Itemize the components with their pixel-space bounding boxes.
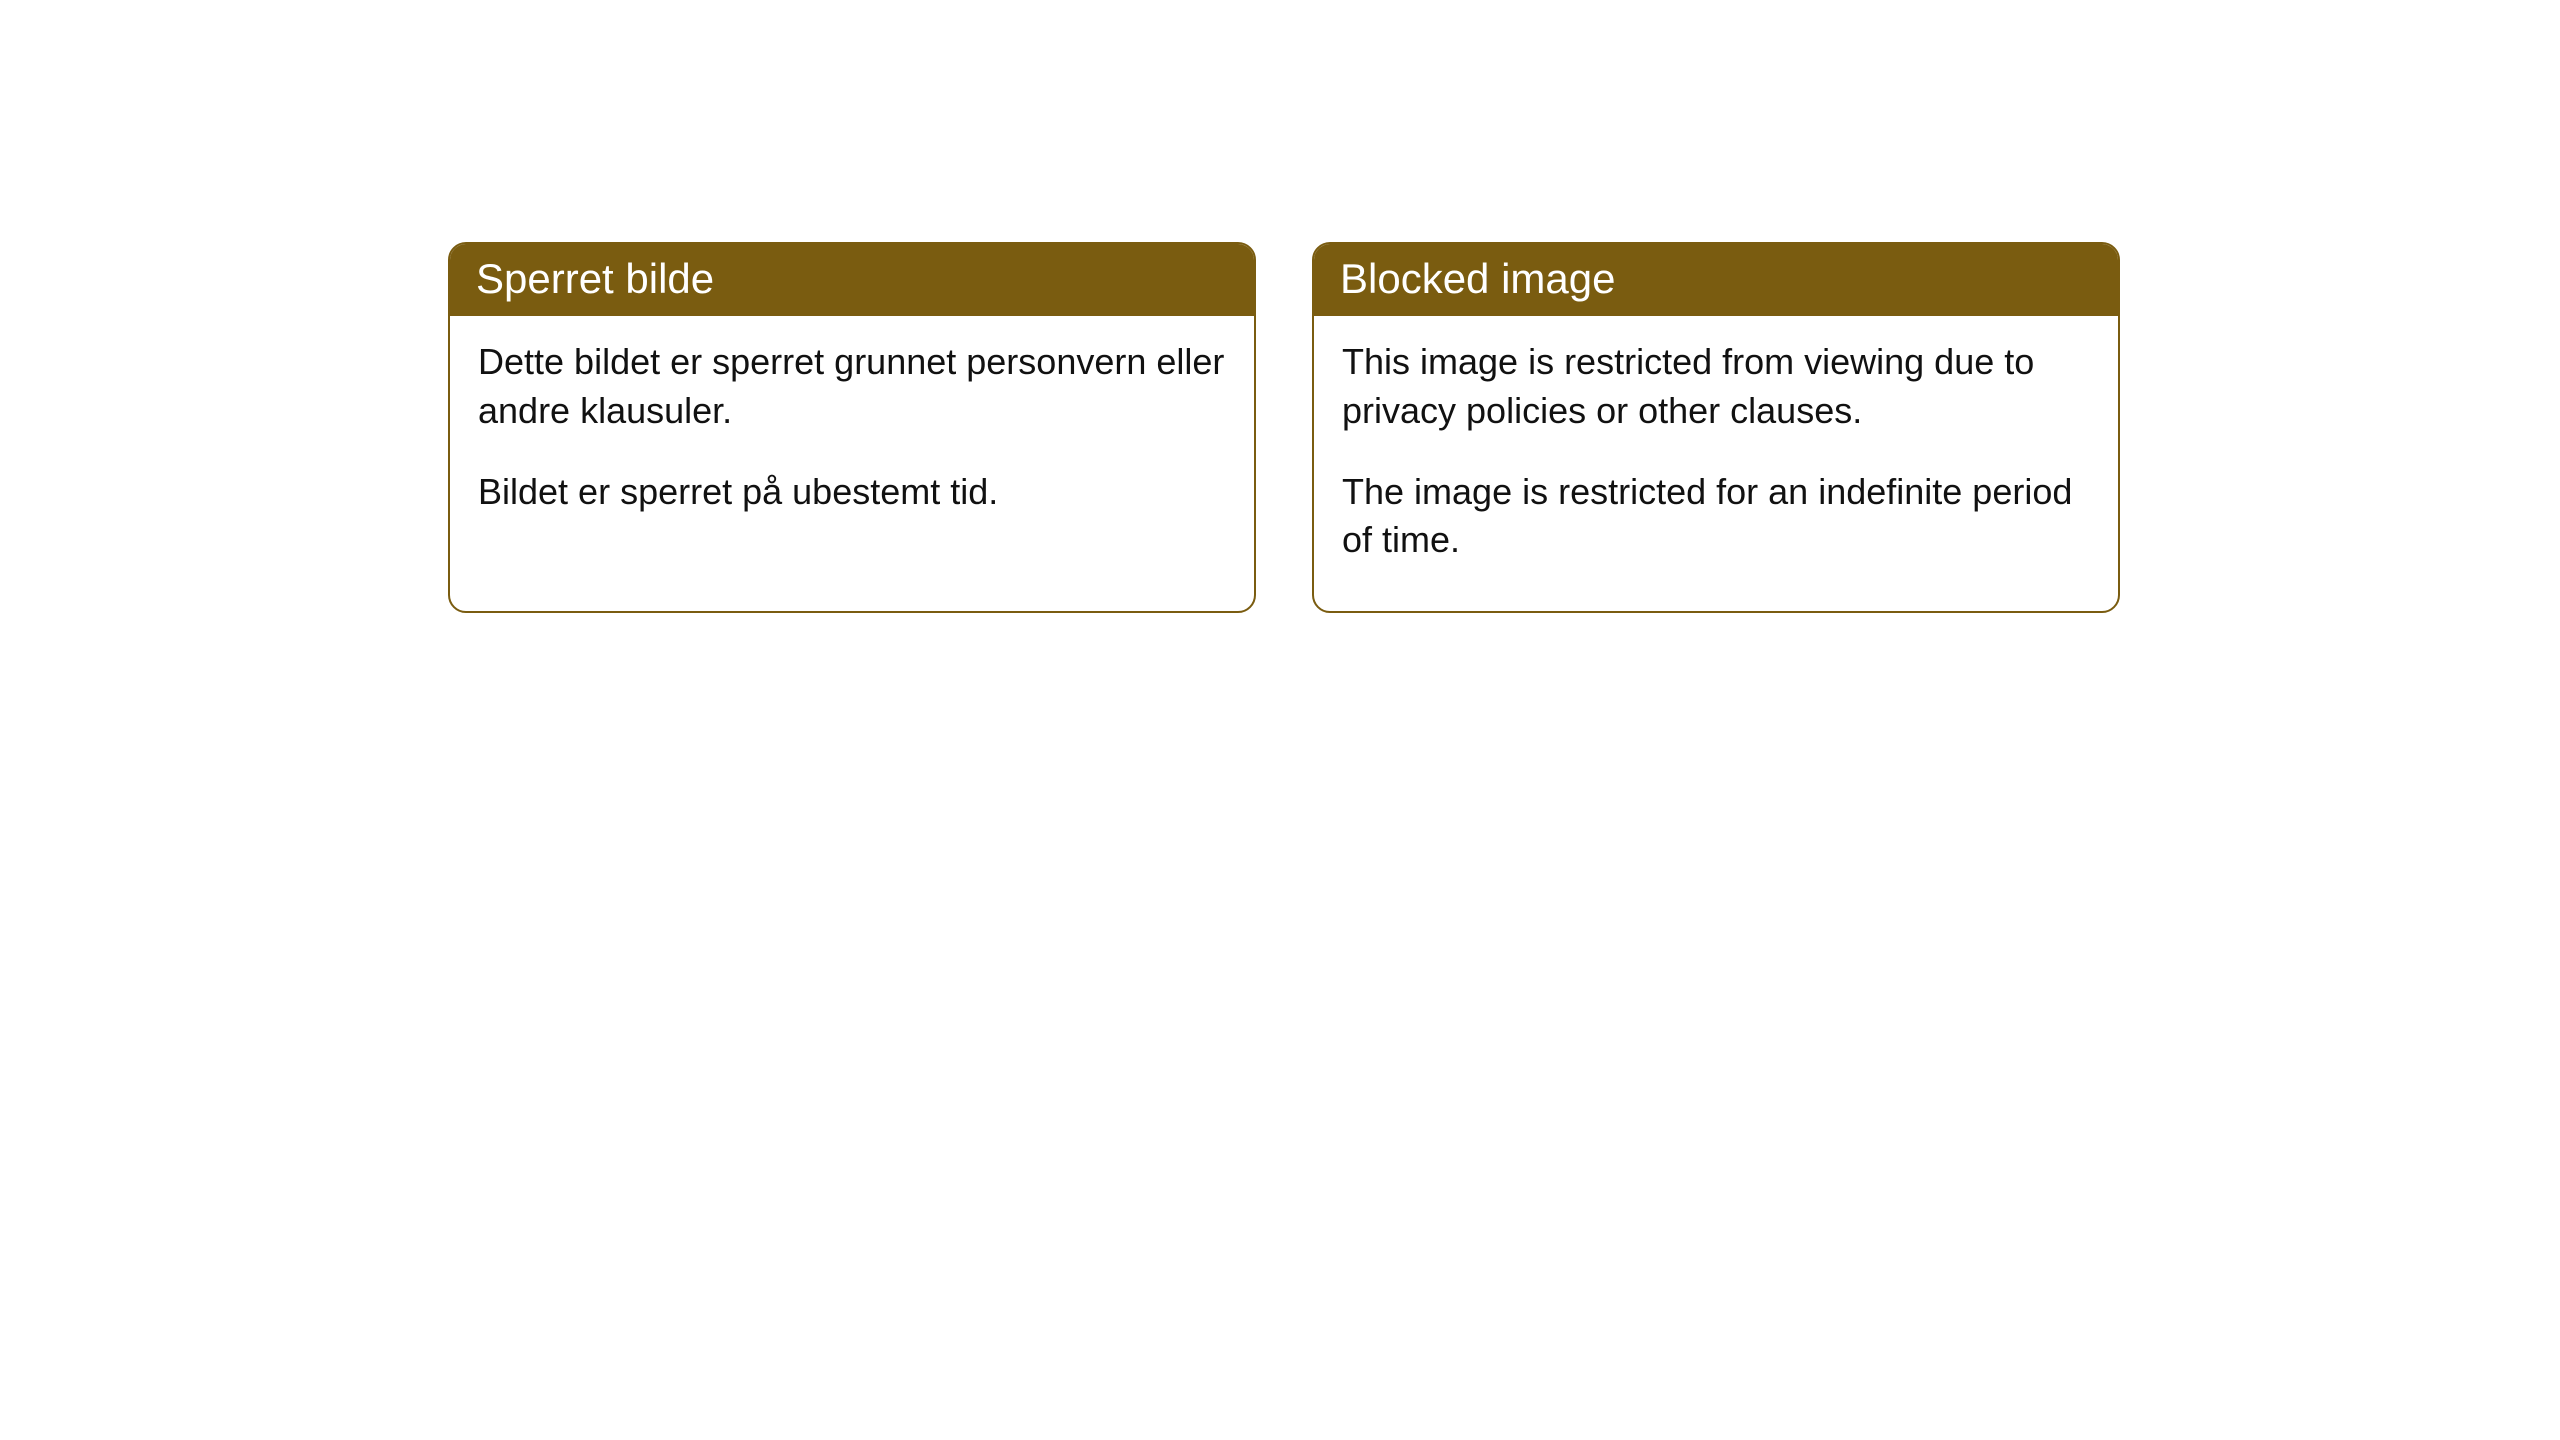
- card-body: Dette bildet er sperret grunnet personve…: [450, 316, 1254, 562]
- card-body: This image is restricted from viewing du…: [1314, 316, 2118, 610]
- card-paragraph: The image is restricted for an indefinit…: [1342, 468, 2090, 565]
- card-paragraph: Dette bildet er sperret grunnet personve…: [478, 338, 1226, 435]
- notice-container: Sperret bilde Dette bildet er sperret gr…: [0, 0, 2560, 613]
- blocked-image-card-no: Sperret bilde Dette bildet er sperret gr…: [448, 242, 1256, 613]
- blocked-image-card-en: Blocked image This image is restricted f…: [1312, 242, 2120, 613]
- card-title: Sperret bilde: [450, 244, 1254, 316]
- card-title: Blocked image: [1314, 244, 2118, 316]
- card-paragraph: This image is restricted from viewing du…: [1342, 338, 2090, 435]
- card-paragraph: Bildet er sperret på ubestemt tid.: [478, 468, 1226, 517]
